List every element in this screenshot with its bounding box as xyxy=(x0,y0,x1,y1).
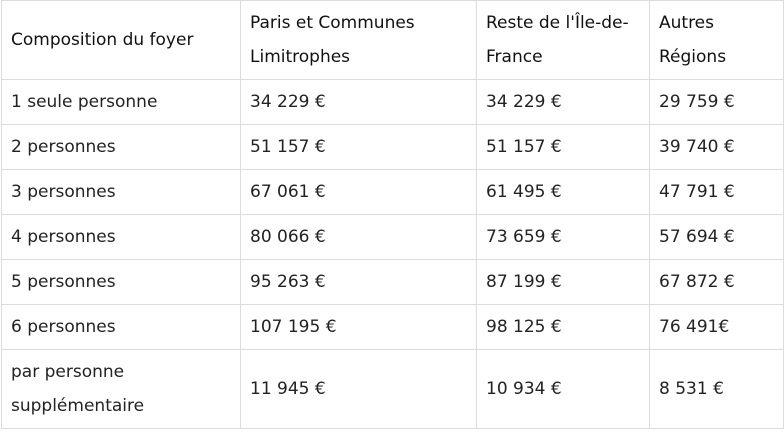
ile-de-france-ceiling-cell: 10 934 € xyxy=(476,349,650,429)
other-regions-ceiling-cell: 29 759 € xyxy=(649,79,784,125)
table-header: Composition du foyer Paris et Communes L… xyxy=(1,0,784,80)
household-composition-cell: 2 personnes xyxy=(1,124,241,170)
other-regions-ceiling-cell: 57 694 € xyxy=(649,214,784,260)
paris-ceiling-cell: 51 157 € xyxy=(240,124,477,170)
other-regions-ceiling-cell: 67 872 € xyxy=(649,259,784,305)
household-composition-cell: 4 personnes xyxy=(1,214,241,260)
ile-de-france-ceiling-cell: 73 659 € xyxy=(476,214,650,260)
header-rest-of-ile-de-france: Reste de l'Île-de-France xyxy=(476,0,650,80)
header-household-composition: Composition du foyer xyxy=(1,0,241,80)
ile-de-france-ceiling-cell: 51 157 € xyxy=(476,124,650,170)
header-row: Composition du foyer Paris et Communes L… xyxy=(1,0,784,80)
table-row: 5 personnes 95 263 € 87 199 € 67 872 € xyxy=(1,259,784,305)
paris-ceiling-cell: 107 195 € xyxy=(240,304,477,350)
household-composition-cell: par personne supplémentaire xyxy=(1,349,241,429)
header-paris-and-bordering-communes: Paris et Communes Limitrophes xyxy=(240,0,477,80)
table-row: par personne supplémentaire 11 945 € 10 … xyxy=(1,349,784,429)
household-composition-cell: 3 personnes xyxy=(1,169,241,215)
paris-ceiling-cell: 34 229 € xyxy=(240,79,477,125)
household-composition-cell: 5 personnes xyxy=(1,259,241,305)
ile-de-france-ceiling-cell: 87 199 € xyxy=(476,259,650,305)
other-regions-ceiling-cell: 47 791 € xyxy=(649,169,784,215)
table-body: 1 seule personne 34 229 € 34 229 € 29 75… xyxy=(1,79,784,429)
table-row: 4 personnes 80 066 € 73 659 € 57 694 € xyxy=(1,214,784,260)
household-composition-cell: 6 personnes xyxy=(1,304,241,350)
household-composition-cell: 1 seule personne xyxy=(1,79,241,125)
ile-de-france-ceiling-cell: 61 495 € xyxy=(476,169,650,215)
paris-ceiling-cell: 95 263 € xyxy=(240,259,477,305)
table-row: 1 seule personne 34 229 € 34 229 € 29 75… xyxy=(1,79,784,125)
other-regions-ceiling-cell: 76 491€ xyxy=(649,304,784,350)
table-row: 6 personnes 107 195 € 98 125 € 76 491€ xyxy=(1,304,784,350)
table-row: 3 personnes 67 061 € 61 495 € 47 791 € xyxy=(1,169,784,215)
paris-ceiling-cell: 80 066 € xyxy=(240,214,477,260)
paris-ceiling-cell: 11 945 € xyxy=(240,349,477,429)
header-other-regions: Autres Régions xyxy=(649,0,784,80)
ile-de-france-ceiling-cell: 98 125 € xyxy=(476,304,650,350)
other-regions-ceiling-cell: 8 531 € xyxy=(649,349,784,429)
other-regions-ceiling-cell: 39 740 € xyxy=(649,124,784,170)
ile-de-france-ceiling-cell: 34 229 € xyxy=(476,79,650,125)
table-row: 2 personnes 51 157 € 51 157 € 39 740 € xyxy=(1,124,784,170)
paris-ceiling-cell: 67 061 € xyxy=(240,169,477,215)
